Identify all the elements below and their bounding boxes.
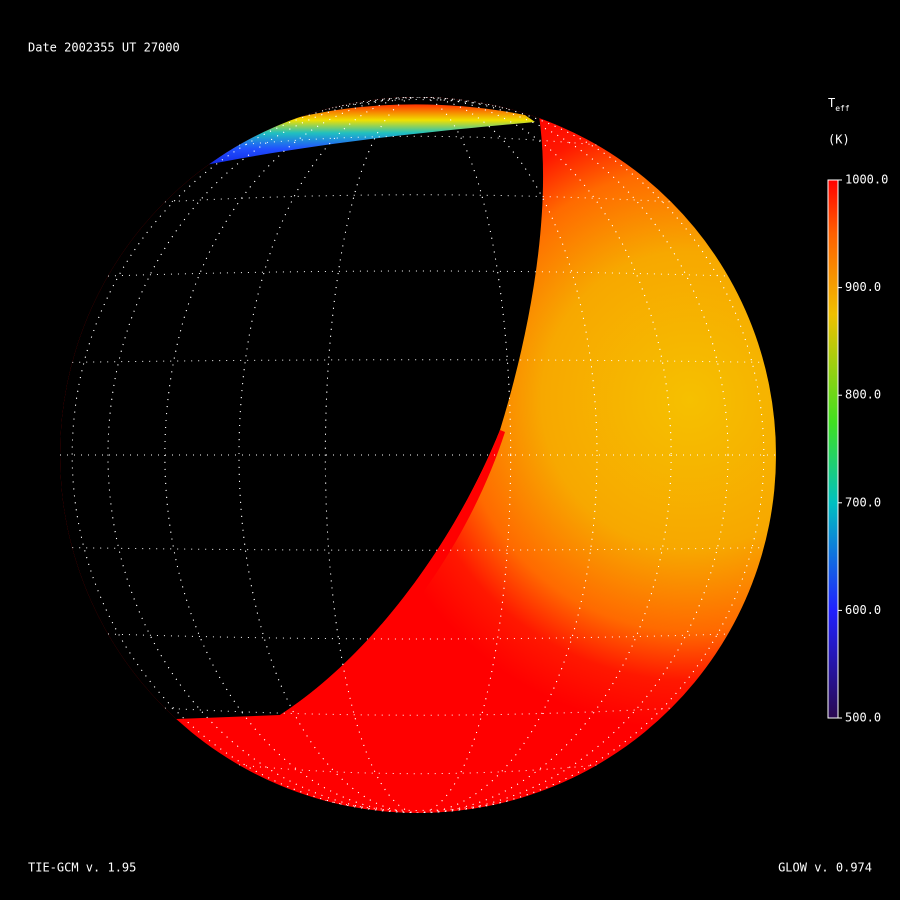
colorbar-unit: (K): [828, 133, 850, 147]
date-label: Date 2002355 UT 27000: [28, 41, 180, 55]
globe: [60, 97, 776, 813]
colorbar-axis: 1000.0 900.0 800.0 700.0 600.0 500.0: [838, 173, 888, 725]
footer-right: GLOW v. 0.974: [778, 861, 872, 875]
nightside: [60, 97, 544, 720]
colorbar-tick-label: 700.0: [845, 495, 881, 509]
parallel: [72, 547, 764, 551]
meridian: [107, 97, 729, 813]
colorbar-title: Teff: [828, 96, 850, 113]
meridian: [71, 97, 765, 813]
footer-left: TIE-GCM v. 1.95: [28, 861, 136, 875]
colorbar-tick-label: 600.0: [845, 603, 881, 617]
colorbar: [827, 179, 839, 719]
colorbar-tick-label: 900.0: [845, 280, 881, 294]
parallel: [72, 359, 764, 363]
graticule: [60, 97, 776, 813]
polar-band: [190, 104, 535, 168]
meridian: [324, 97, 512, 813]
meridian: [164, 97, 672, 813]
colorbar-tick-label: 1000.0: [845, 173, 888, 187]
colorbar-tick-label: 500.0: [845, 711, 881, 725]
colorbar-tick-label: 800.0: [845, 388, 881, 402]
meridian: [238, 97, 598, 813]
